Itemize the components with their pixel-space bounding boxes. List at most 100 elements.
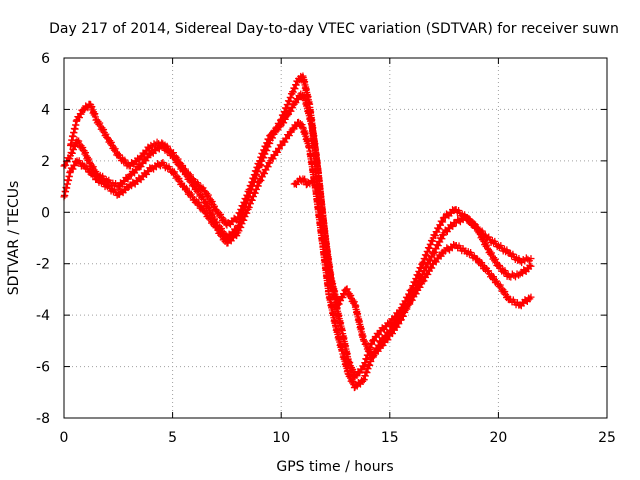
- data-point: [148, 143, 156, 151]
- data-point: [75, 140, 83, 148]
- data-point: [210, 219, 218, 227]
- x-tick-label: 5: [168, 430, 177, 446]
- data-point: [348, 376, 356, 384]
- data-point: [88, 161, 96, 169]
- data-point: [77, 110, 85, 118]
- data-point: [349, 377, 357, 385]
- data-point: [217, 230, 225, 238]
- data-point: [335, 300, 343, 308]
- data-point: [83, 153, 91, 161]
- data-point: [69, 165, 77, 173]
- data-point: [75, 114, 83, 122]
- data-point: [406, 298, 414, 306]
- data-point: [210, 202, 218, 210]
- data-point: [102, 130, 110, 138]
- data-point: [491, 257, 499, 265]
- data-point: [209, 201, 217, 209]
- data-point: [179, 161, 187, 169]
- y-tick-label: -2: [36, 257, 50, 273]
- data-point: [349, 296, 357, 304]
- data-point: [110, 143, 118, 151]
- data-point: [204, 191, 212, 199]
- data-point: [488, 252, 496, 260]
- data-point: [428, 253, 436, 261]
- data-point: [201, 188, 209, 196]
- data-point: [261, 170, 269, 178]
- data-point: [112, 148, 120, 156]
- data-point: [170, 168, 178, 176]
- data-point: [524, 255, 532, 263]
- data-point: [99, 127, 107, 135]
- data-point: [108, 141, 116, 149]
- data-point: [205, 194, 213, 202]
- data-point: [217, 210, 225, 218]
- data-point: [527, 293, 535, 301]
- data-point: [96, 119, 104, 127]
- data-point: [527, 262, 535, 270]
- data-point: [257, 176, 265, 184]
- data-point: [110, 146, 118, 154]
- data-point: [62, 161, 70, 169]
- y-tick-label: 4: [41, 102, 50, 118]
- y-tick-label: 6: [41, 51, 50, 67]
- data-point: [347, 291, 355, 299]
- data-point: [207, 196, 215, 204]
- data-point: [431, 232, 439, 240]
- data-point: [491, 255, 499, 263]
- data-point: [111, 145, 119, 153]
- data-point: [106, 137, 114, 145]
- data-point: [310, 177, 318, 185]
- data-point: [366, 348, 374, 356]
- data-point: [75, 137, 83, 145]
- data-point: [89, 163, 97, 171]
- data-point: [511, 273, 519, 281]
- data-point: [175, 174, 183, 182]
- data-point: [492, 258, 500, 266]
- data-point: [174, 155, 182, 163]
- data-point: [71, 162, 79, 170]
- data-point: [343, 285, 351, 293]
- data-point: [107, 138, 115, 146]
- data-point: [476, 227, 484, 235]
- data-point: [527, 255, 535, 263]
- data-point: [360, 337, 368, 345]
- data-point: [486, 247, 494, 255]
- data-point: [449, 222, 457, 230]
- data-point: [414, 280, 422, 288]
- data-point: [346, 371, 354, 379]
- data-point: [107, 140, 115, 148]
- data-point: [287, 107, 295, 115]
- data-point: [490, 254, 498, 262]
- data-point: [100, 125, 108, 133]
- data-point: [429, 249, 437, 257]
- y-axis-label: SDTVAR / TECUs: [6, 181, 22, 296]
- data-point: [206, 213, 214, 221]
- data-point: [255, 177, 263, 185]
- data-point: [350, 298, 358, 306]
- data-point: [434, 242, 442, 250]
- data-point: [345, 290, 353, 298]
- data-point: [518, 259, 526, 267]
- data-point: [96, 122, 104, 130]
- x-tick-label: 20: [489, 430, 507, 446]
- data-point: [487, 250, 495, 258]
- data-point: [496, 281, 504, 289]
- data-point: [93, 116, 101, 124]
- data-point: [80, 147, 88, 155]
- data-point: [426, 257, 434, 265]
- data-point: [484, 246, 492, 254]
- plot-frame: [63, 57, 608, 419]
- data-point: [94, 117, 102, 125]
- data-point: [77, 142, 85, 150]
- x-tick-label: 0: [60, 430, 69, 446]
- data-point: [419, 270, 427, 278]
- ticks: [63, 57, 608, 419]
- data-point: [339, 294, 347, 302]
- x-tick-label: 15: [381, 430, 399, 446]
- data-point: [74, 138, 82, 146]
- data-point: [86, 159, 94, 167]
- x-axis-label: GPS time / hours: [276, 459, 393, 475]
- data-point: [289, 104, 297, 112]
- y-tick-label: -6: [36, 360, 50, 376]
